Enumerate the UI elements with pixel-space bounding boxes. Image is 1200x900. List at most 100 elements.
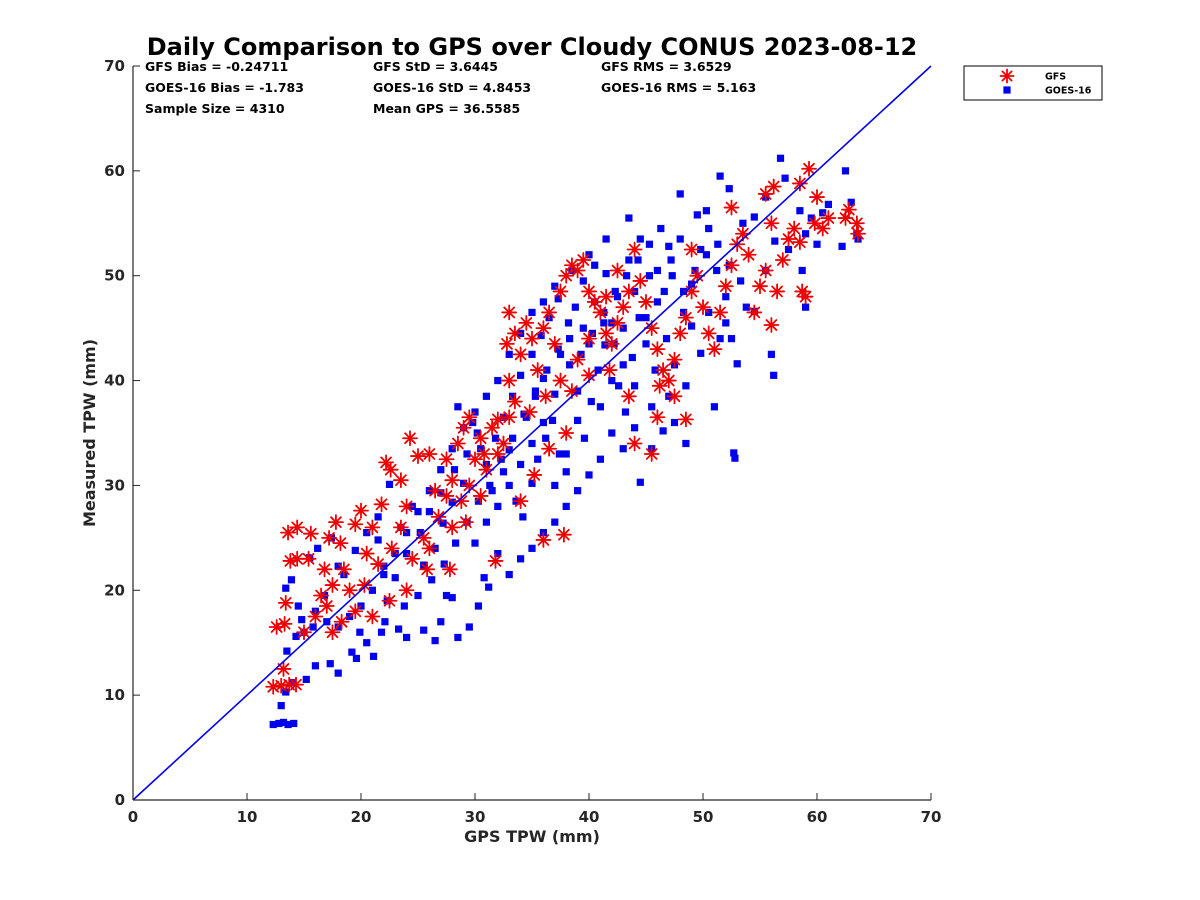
point-goes-16-34 — [465, 623, 473, 631]
point-gfs-150 — [356, 577, 373, 593]
point-goes-16-222 — [437, 466, 445, 474]
legend-marker-gfs — [999, 68, 1015, 84]
point-gfs-55 — [524, 330, 540, 347]
point-goes-16-185 — [551, 518, 559, 526]
point-goes-16-214 — [528, 308, 536, 317]
x-tick-label-7: 70 — [921, 808, 942, 826]
stat-1-1: GOES-16 StD = 4.8453 — [373, 80, 531, 95]
point-gfs-108 — [814, 220, 831, 237]
point-gfs-113 — [850, 225, 866, 242]
point-goes-16-62 — [555, 450, 563, 458]
point-goes-16-116 — [776, 154, 785, 162]
point-goes-16-191 — [482, 518, 490, 526]
point-goes-16-111 — [725, 185, 733, 193]
point-gfs-166 — [444, 519, 461, 536]
point-gfs-134 — [457, 514, 474, 531]
point-gfs-87 — [706, 341, 723, 358]
point-gfs-142 — [552, 372, 569, 389]
point-goes-16-131 — [770, 371, 778, 379]
point-goes-16-164 — [619, 361, 627, 369]
point-gfs-105 — [801, 160, 817, 177]
point-goes-16-209 — [602, 235, 610, 243]
point-goes-16-0 — [269, 720, 277, 729]
point-gfs-121 — [666, 388, 683, 405]
point-goes-16-40 — [380, 562, 388, 570]
statistics-block: GFS Bias = -0.24711 GFS StD = 3.6445 GFS R… — [145, 59, 756, 116]
point-goes-16-171 — [688, 322, 696, 330]
point-gfs-65 — [581, 283, 597, 300]
point-gfs-127 — [601, 362, 618, 378]
point-gfs-120 — [649, 409, 666, 426]
point-goes-16-242 — [452, 539, 460, 547]
point-goes-16-205 — [642, 314, 650, 322]
point-gfs-78 — [655, 362, 671, 378]
point-gfs-89 — [717, 278, 734, 295]
point-gfs-106 — [806, 215, 823, 232]
point-gfs-12 — [300, 550, 317, 567]
point-goes-16-2 — [279, 718, 288, 727]
stat-0-2: GFS RMS = 3.6529 — [601, 59, 732, 74]
point-goes-16-15 — [287, 576, 296, 584]
point-goes-16-84 — [613, 293, 622, 301]
point-goes-16-218 — [482, 392, 490, 400]
point-gfs-136 — [442, 561, 458, 578]
point-gfs-35 — [410, 448, 426, 464]
point-goes-16-58 — [528, 479, 536, 487]
point-gfs-80 — [666, 351, 683, 368]
point-goes-16-52 — [477, 445, 485, 453]
point-goes-16-37 — [494, 549, 502, 558]
point-goes-16-87 — [645, 272, 654, 280]
point-gfs-60 — [552, 283, 569, 300]
point-gfs-48 — [501, 409, 518, 426]
point-gfs-143 — [569, 351, 586, 368]
point-goes-16-187 — [528, 544, 536, 552]
reference-line-layer — [132, 65, 932, 801]
point-gfs-51 — [501, 304, 518, 321]
point-goes-16-35 — [474, 602, 483, 610]
point-gfs-145 — [598, 288, 614, 305]
point-goes-16-5 — [277, 702, 285, 710]
point-gfs-19 — [316, 561, 333, 578]
x-tick-label-3: 30 — [465, 808, 486, 826]
point-gfs-94 — [746, 304, 763, 321]
x-tick-label-4: 40 — [579, 808, 600, 826]
point-gfs-99 — [774, 252, 791, 268]
point-goes-16-190 — [471, 539, 479, 547]
stat-2-1: Mean GPS = 36.5585 — [373, 101, 520, 116]
point-goes-16-26 — [381, 618, 389, 626]
point-goes-16-184 — [562, 502, 570, 510]
point-goes-16-39 — [442, 591, 451, 600]
point-gfs-30 — [378, 454, 394, 471]
point-gfs-165 — [421, 540, 438, 557]
point-gfs-66 — [586, 294, 603, 310]
point-gfs-56 — [529, 362, 546, 378]
point-goes-16-245 — [486, 481, 494, 490]
point-goes-16-188 — [517, 555, 525, 563]
point-goes-16-65 — [531, 392, 540, 400]
point-goes-16-228 — [368, 586, 376, 594]
point-goes-16-88 — [653, 298, 661, 306]
point-gfs-153 — [392, 519, 409, 536]
point-goes-16-268 — [742, 303, 750, 311]
point-gfs-158 — [453, 493, 470, 510]
point-gfs-141 — [537, 388, 554, 405]
point-goes-16-109 — [702, 207, 711, 215]
point-gfs-101 — [786, 220, 803, 237]
point-goes-16-154 — [517, 371, 525, 379]
point-goes-16-123 — [838, 242, 846, 250]
point-gfs-96 — [757, 262, 774, 279]
point-gfs-156 — [430, 508, 447, 525]
point-goes-16-110 — [716, 172, 724, 180]
point-goes-16-264 — [702, 251, 711, 259]
point-gfs-95 — [752, 278, 768, 295]
point-goes-16-165 — [631, 382, 639, 390]
point-goes-16-14 — [282, 584, 290, 592]
point-goes-16-251 — [554, 345, 562, 353]
point-gfs-34 — [402, 430, 418, 447]
point-goes-16-36 — [485, 583, 493, 591]
x-axis-label: GPS TPW (mm) — [464, 827, 600, 846]
point-gfs-159 — [347, 603, 364, 620]
point-gfs-151 — [370, 556, 387, 572]
point-goes-16-6 — [282, 688, 290, 696]
point-gfs-54 — [518, 314, 535, 331]
